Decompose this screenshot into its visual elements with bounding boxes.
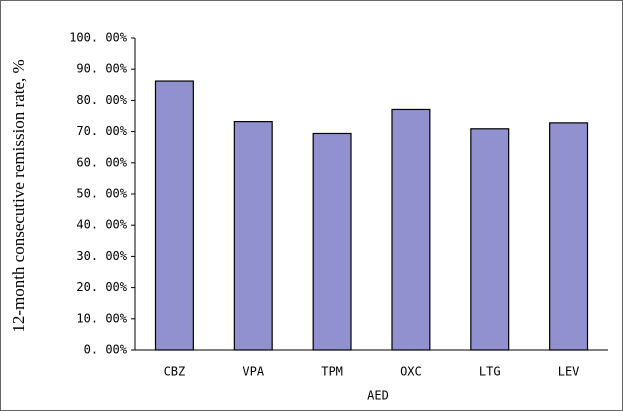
y-tick-label: 80. 00%: [76, 93, 127, 107]
y-tick-label: 0. 00%: [84, 343, 128, 357]
y-tick-label: 60. 00%: [76, 155, 127, 169]
x-tick-label: TPM: [321, 365, 343, 379]
y-tick-label: 70. 00%: [76, 124, 127, 138]
y-axis-title: 12-month consecutive remission rate, %: [9, 59, 28, 332]
bar: [154, 80, 194, 351]
y-tick-label: 40. 00%: [76, 218, 127, 232]
x-tick-label: VPA: [242, 365, 264, 379]
y-tick-label: 100. 00%: [69, 31, 128, 45]
bar: [470, 128, 510, 351]
bar: [391, 108, 431, 351]
y-tick-label: 90. 00%: [76, 62, 127, 76]
bar: [549, 122, 589, 351]
y-tick-label: 20. 00%: [76, 280, 127, 294]
y-tick-label: 10. 00%: [76, 311, 127, 325]
x-tick-label: LTG: [479, 365, 501, 379]
y-tick-label: 50. 00%: [76, 187, 127, 201]
bar: [312, 132, 352, 351]
x-tick-label: LEV: [558, 365, 580, 379]
bar: [233, 121, 273, 351]
x-tick-label: OXC: [400, 365, 422, 379]
x-axis-title: AED: [367, 389, 389, 403]
x-tick-label: CBZ: [164, 365, 186, 379]
y-tick-label: 30. 00%: [76, 249, 127, 263]
